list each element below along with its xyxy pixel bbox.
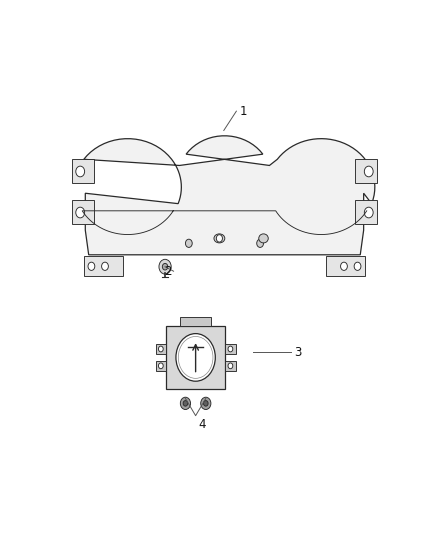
Bar: [156, 361, 166, 371]
Polygon shape: [84, 136, 375, 255]
Bar: [166, 326, 225, 389]
Bar: [355, 200, 377, 224]
Text: 1: 1: [240, 104, 247, 118]
Circle shape: [204, 401, 208, 406]
Circle shape: [159, 363, 163, 369]
Circle shape: [216, 235, 223, 242]
Circle shape: [180, 397, 191, 409]
Bar: [84, 256, 123, 276]
Circle shape: [341, 262, 347, 270]
Circle shape: [102, 262, 108, 270]
Circle shape: [176, 334, 215, 381]
Text: 4: 4: [199, 418, 206, 431]
Circle shape: [257, 239, 264, 247]
Bar: [72, 200, 94, 224]
Bar: [225, 361, 236, 371]
Bar: [156, 344, 166, 354]
Circle shape: [76, 207, 85, 218]
Circle shape: [88, 262, 95, 270]
Bar: [225, 344, 236, 354]
Bar: [72, 159, 94, 183]
Circle shape: [364, 166, 373, 177]
Ellipse shape: [259, 234, 268, 243]
Circle shape: [228, 363, 233, 369]
Circle shape: [201, 397, 211, 409]
Circle shape: [162, 263, 168, 270]
Circle shape: [159, 260, 171, 274]
Ellipse shape: [214, 234, 225, 243]
Text: 2: 2: [164, 265, 172, 278]
Circle shape: [364, 207, 373, 218]
Circle shape: [354, 262, 361, 270]
Circle shape: [183, 401, 188, 406]
Circle shape: [185, 239, 192, 247]
Bar: [355, 159, 377, 183]
Text: 3: 3: [294, 345, 301, 359]
Bar: [180, 317, 211, 326]
Bar: [326, 256, 365, 276]
Circle shape: [76, 166, 85, 177]
Circle shape: [228, 346, 233, 352]
Circle shape: [159, 346, 163, 352]
